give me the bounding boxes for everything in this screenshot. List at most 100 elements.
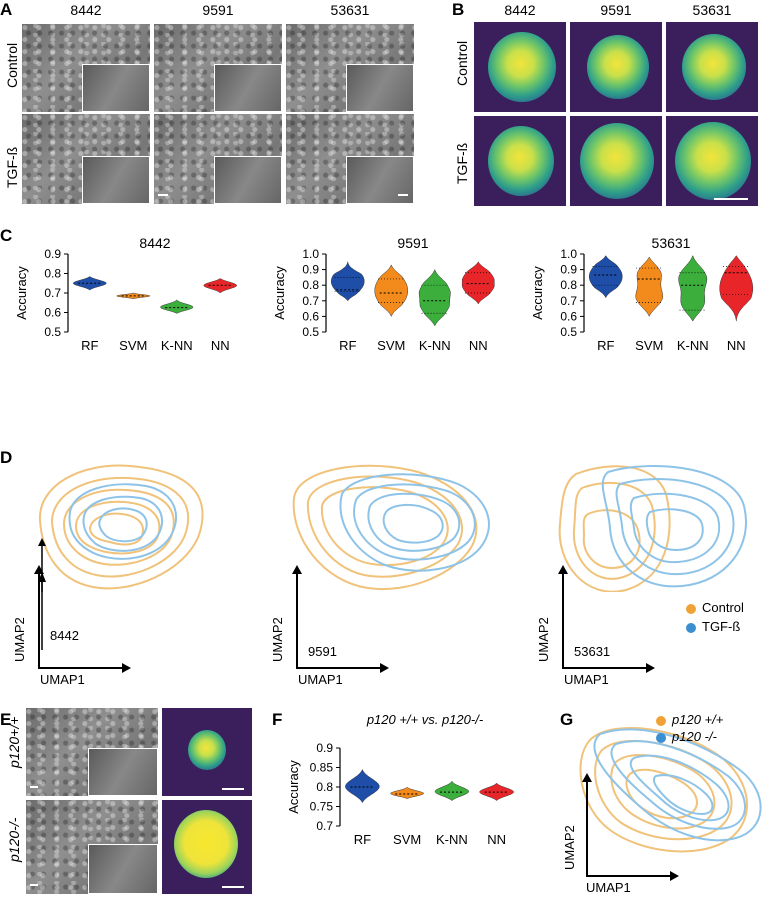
umap-y-label-8442: UMAP2 [12,617,27,662]
cell-shape-8442-tgf [474,116,566,206]
violin-nn [479,782,514,801]
y-tick-label: 0.8 [316,780,333,794]
arrowhead-icon [122,663,131,673]
y-tick-label: 0.5 [44,325,61,339]
y-tick-label: 0.9 [316,741,333,755]
inset-image [82,64,150,112]
y-tick-label: 0.7 [302,294,319,308]
micrograph-9591-control [154,24,282,112]
panel-b-col-53631: 53631 [692,2,732,18]
umap-y-axis-p120 [586,780,588,876]
violin-rf [588,255,623,299]
x-tick-label: K-NN [419,338,451,353]
micrograph-p120-ko [26,800,158,894]
x-tick-label: NN [211,338,230,353]
violin-svm [374,264,409,317]
umap-plot-9591 [292,464,490,590]
legend-swatch-p120-wt [656,716,666,726]
y-tick-label: 0.7 [316,819,333,833]
violin-rf [330,261,365,302]
x-tick-label: SVM [635,338,663,353]
y-tick-label: 0.9 [560,263,577,277]
micrograph-53631-control [286,24,414,112]
violin-nn [203,278,237,294]
umap-y-label-9591: UMAP2 [270,617,285,662]
umap-y-label-p120: UMAP2 [562,825,577,870]
y-tick-label: 1.0 [302,247,319,261]
arrowhead-icon [292,565,302,574]
micrograph-8442-control [22,24,150,112]
micrograph-8442-tgf [22,114,150,204]
umap-x-label-8442: UMAP1 [40,672,85,687]
contour-p120-ko [593,728,762,842]
panel-label-b: B [452,0,465,19]
x-tick-label: RF [339,338,356,353]
cell-shape-53631-tgf [666,116,758,206]
y-axis-label: Accuracy [272,266,287,320]
contour-control [558,465,671,592]
legend-swatch-p120-ko [656,733,666,743]
umap-plot-p120 [579,726,762,853]
inset-image [346,64,414,112]
umap-x-label-p120: UMAP1 [586,880,631,895]
scale-bar [714,198,748,200]
legend-label-p120-ko: p120 -/- [672,729,717,744]
panel-label-f: F [272,710,283,729]
umap-x-label-53631: UMAP1 [564,672,609,687]
umap-y-label-53631: UMAP2 [536,617,551,662]
cell-shape-8442-control [474,22,566,112]
panel-label-c: C [0,226,13,245]
panel-b-row-tgf: TGF-ß [454,142,470,184]
panel-label-a: A [0,0,13,19]
umap-plot-title-9591: 9591 [308,644,337,659]
violin-k-nn [160,299,194,314]
x-tick-label: RF [81,338,98,353]
umap-x-axis-53631 [562,667,648,669]
panel-b-row-control: Control [454,40,470,86]
x-tick-label: K-NN [677,338,709,353]
panel-f-title: p120 +/+ vs. p120-/- [366,712,484,727]
violin-rf [345,768,380,804]
violin-chart-9591: 0.5 0.60.7 0.80.9 1.0 Accuracy 9591 RF SVM K-NN N… [272,235,495,353]
y-tick-label: 0.85 [310,761,334,775]
scale-bar [30,786,38,788]
y-tick-label: 0.6 [44,306,61,320]
cell-shape-9591-control [570,22,662,112]
y-tick-label: 0.6 [302,309,319,323]
y-tick-label: 0.8 [44,267,61,281]
y-tick-label: 0.5 [302,325,319,339]
panel-a-col-53631: 53631 [330,2,370,18]
x-tick-label: RF [597,338,614,353]
x-tick-label: NN [469,338,488,353]
legend-label-control: Control [702,600,744,615]
umap-y-axis-53631 [562,572,564,668]
y-axis-label: Accuracy [14,266,29,320]
micrograph-9591-tgf [154,114,282,204]
cell-shape-9591-tgf [570,116,662,206]
inset-image [82,156,150,204]
y-tick-label: 0.9 [44,247,61,261]
y-tick-label: 0.75 [310,800,334,814]
violin-svm [116,292,151,300]
x-tick-label: NN [487,832,506,847]
y-tick-label: 0.5 [560,325,577,339]
violin-k-nn [678,254,708,322]
panel-a-row-control: Control [4,42,20,88]
violin-svm [390,786,424,799]
panel-b-col-9591: 9591 [600,2,632,18]
scale-bar [30,884,38,886]
cell-shape-p120-wt [162,708,252,796]
contour-tgf [601,465,747,588]
y-tick-label: 0.9 [302,263,319,277]
umap-y-axis-8442 [38,572,40,668]
cell-shape-53631-control [666,22,758,112]
x-tick-label: SVM [393,832,421,847]
contour-control [292,464,478,590]
x-tick-label: NN [727,338,746,353]
umap-x-label-9591: UMAP1 [298,672,343,687]
y-tick-label: 0.8 [302,278,319,292]
panel-a-col-9591: 9591 [202,2,234,18]
arrowhead-icon [582,773,592,782]
inset-image [88,748,158,796]
x-tick-label: K-NN [436,832,468,847]
